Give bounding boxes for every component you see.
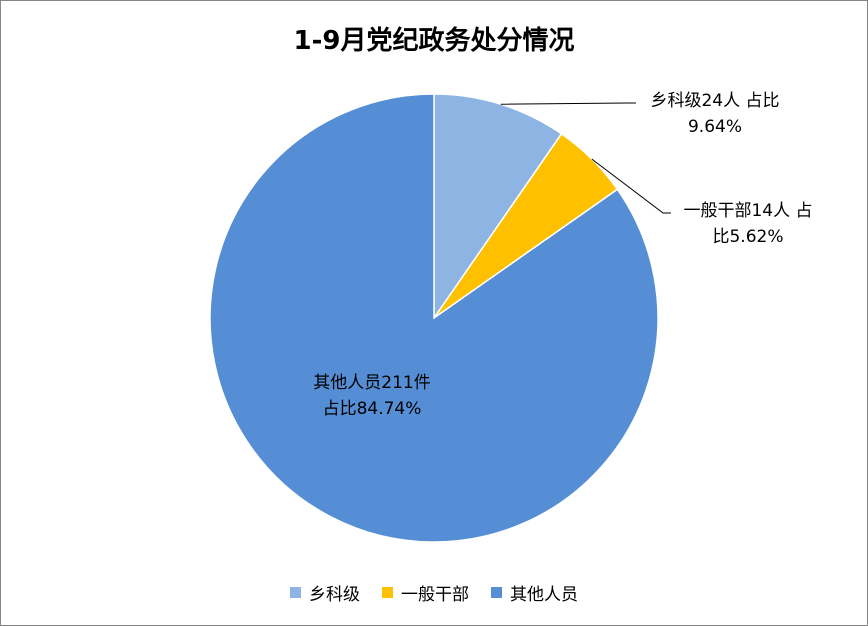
legend-label: 其他人员 [510,585,578,605]
legend-item: 一般干部 [382,580,469,605]
pie-slice [433,93,563,321]
legend-item: 乡科级 [290,580,360,605]
legend-label: 乡科级 [309,585,360,605]
legend-swatch [491,587,502,598]
legend: 乡科级 一般干部 其他人员 [0,580,868,605]
data-label: 乡科级24人 占比 9.64% [650,91,780,137]
legend-swatch [382,587,393,598]
leader-line [591,158,671,214]
legend-label: 一般干部 [401,585,469,605]
legend-item: 其他人员 [491,580,578,605]
leader-line [500,102,636,105]
data-label: 其他人员211件 占比84.74% [313,373,431,419]
chart-title: 1-9月党纪政务处分情况 [293,26,575,56]
data-label: 一般干部14人 占 比5.62% [683,201,813,247]
legend-swatch [290,587,301,598]
pie-slice [209,93,659,543]
